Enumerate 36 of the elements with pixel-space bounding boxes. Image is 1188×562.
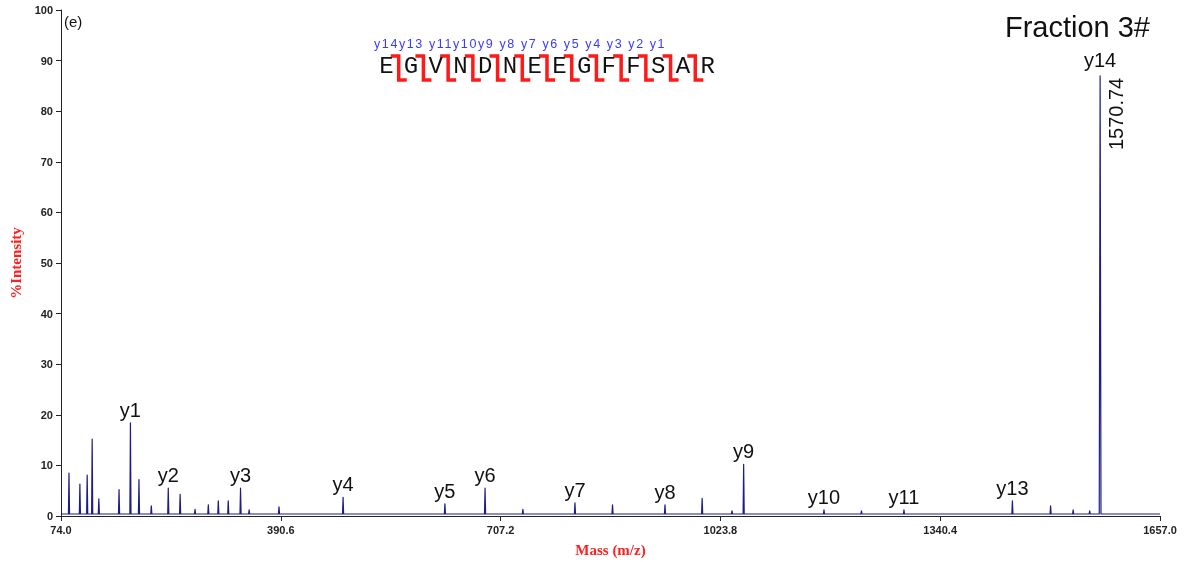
annotation: y7	[564, 478, 586, 501]
y-tick-label: 20	[40, 408, 53, 421]
y-tick-label: 40	[40, 307, 53, 320]
y-axis-title: %Intensity	[7, 226, 24, 299]
annotation: y14y13 y11y10y9 y8 y7 y6 y5 y4 y3 y2 y1	[374, 37, 667, 51]
y-tick-label: 10	[40, 459, 53, 472]
y-tick-label: 80	[40, 105, 53, 118]
x-tick-label: 74.0	[50, 523, 72, 536]
y-tick-label: 100	[34, 4, 53, 16]
annotation: y4	[332, 473, 354, 496]
x-tick-label: 1657.0	[1143, 523, 1177, 536]
annotation: y9	[733, 440, 755, 463]
annotation: y2	[157, 464, 179, 487]
annotation: y10	[807, 485, 841, 508]
y-tick-label: 0	[46, 510, 53, 522]
x-tick-label: 1340.4	[923, 523, 958, 536]
y-tick-label: 70	[40, 155, 53, 168]
annotation: y6	[474, 464, 496, 487]
x-tick-label: 707.2	[486, 523, 515, 536]
x-tick-label: 390.6	[267, 523, 295, 536]
annotation: y5	[434, 479, 456, 502]
annotation: y11	[888, 485, 920, 508]
annotation: y1	[119, 398, 141, 421]
x-axis-title: Mass (m/z)	[575, 541, 646, 559]
annotation: y8	[654, 480, 676, 503]
y-tick-label: 50	[40, 257, 53, 269]
annotation: y14	[1083, 48, 1117, 71]
annotation: 1570.74	[1105, 77, 1128, 151]
y-tick-label: 90	[40, 54, 53, 67]
y-tick-label: 30	[40, 358, 53, 371]
annotation: (e)	[64, 13, 83, 30]
y-tick-label: 60	[40, 206, 53, 219]
x-tick-label: 1023.8	[703, 523, 738, 536]
annotation: y13	[996, 476, 1029, 499]
annotation: y3	[229, 464, 252, 487]
chart-title: Fraction 3#	[1004, 10, 1151, 43]
